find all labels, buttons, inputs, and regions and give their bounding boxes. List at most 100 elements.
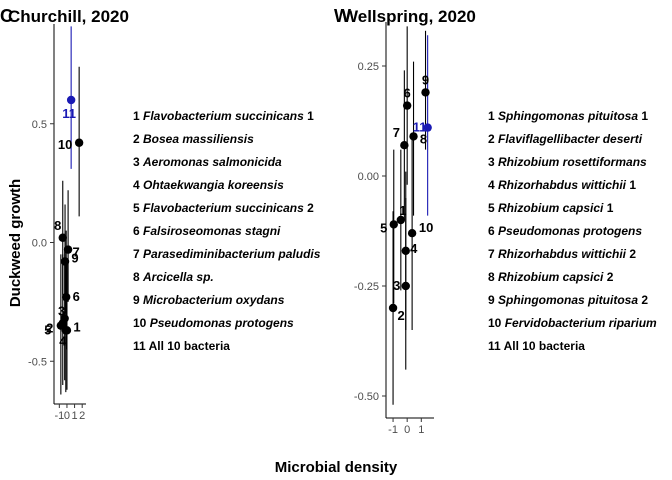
y-tick-label: -0.50 bbox=[354, 391, 379, 403]
legend-number: 5 bbox=[488, 201, 498, 215]
point-label: 8 bbox=[420, 131, 427, 146]
legend-suffix: 1 bbox=[603, 201, 613, 215]
legend-entry: 5 Rhizobium capsici 1 bbox=[488, 201, 614, 215]
point-label: 10 bbox=[419, 220, 433, 235]
data-point bbox=[60, 257, 70, 266]
x-tick-label: 0 bbox=[64, 410, 70, 422]
legend-entry: 1 Flavobacterium succinicans 1 bbox=[133, 109, 314, 123]
legend-entry: 3 Rhizobium rosettiformans bbox=[488, 155, 647, 169]
legend-name: Falsiroseomonas stagni bbox=[143, 224, 281, 238]
point-label: 1 bbox=[399, 203, 406, 218]
legend-name: Aeromonas salmonicida bbox=[142, 155, 282, 169]
data-point bbox=[402, 101, 412, 110]
data-point bbox=[401, 281, 410, 291]
legend-number: 1 bbox=[488, 109, 498, 123]
legend-entry: 3 Aeromonas salmonicida bbox=[133, 155, 282, 169]
legend-suffix: 1 bbox=[304, 109, 314, 123]
point-label: 11 bbox=[62, 106, 76, 121]
legend-number: 7 bbox=[133, 247, 143, 261]
legend-name: Rhizobium capsici bbox=[498, 201, 604, 215]
point-label: 2 bbox=[397, 308, 404, 323]
point-label: 6 bbox=[404, 86, 411, 101]
legend-entry: 10 Fervidobacterium riparium bbox=[488, 316, 657, 330]
point-label: 10 bbox=[58, 137, 72, 152]
legend-suffix: 1 bbox=[626, 178, 636, 192]
y-tick-label: -0.25 bbox=[354, 281, 379, 293]
point-label: 9 bbox=[71, 251, 78, 266]
legend-entry: 8 Rhizobium capsici 2 bbox=[488, 270, 614, 284]
point-label: 4 bbox=[410, 241, 418, 256]
x-tick-label: -1 bbox=[388, 424, 398, 436]
data-point bbox=[66, 95, 76, 105]
legend-number: 2 bbox=[133, 132, 143, 146]
y-tick-label: 0.25 bbox=[358, 61, 379, 73]
point-label: 4 bbox=[59, 333, 67, 348]
legend-name: All 10 bacteria bbox=[504, 339, 586, 353]
legend-number: 8 bbox=[133, 270, 143, 284]
legend-entry: 6 Falsiroseomonas stagni bbox=[133, 224, 281, 238]
legend-suffix: 2 bbox=[638, 293, 648, 307]
legend-number: 6 bbox=[488, 224, 498, 238]
legend-name: Arcicella bbox=[142, 270, 193, 284]
y-tick-label: 0.0 bbox=[32, 238, 47, 250]
legend-number: 11 bbox=[488, 339, 504, 353]
legend-number: 4 bbox=[488, 178, 498, 192]
legend-number: 10 bbox=[488, 316, 505, 330]
legend-number: 2 bbox=[488, 132, 498, 146]
legend-name: Rhizorhabdus wittichii bbox=[498, 178, 627, 192]
point-label: 5 bbox=[44, 323, 51, 338]
panel-title: Wellspring, 2020 bbox=[342, 7, 476, 26]
panel-title: Churchill, 2020 bbox=[8, 7, 129, 26]
data-point bbox=[58, 233, 67, 242]
legend-number: 9 bbox=[133, 293, 143, 307]
data-point bbox=[396, 215, 406, 225]
legend-entry: 6 Pseudomonas protogens bbox=[488, 224, 642, 238]
legend-name: Flavobacterium succinicans bbox=[143, 201, 304, 215]
point-label: 7 bbox=[72, 245, 79, 260]
legend-name: Sphingomonas pituitosa bbox=[498, 293, 638, 307]
legend-entry: 11 All 10 bacteria bbox=[488, 339, 585, 353]
legend-number: 4 bbox=[133, 178, 143, 192]
legend-name: Sphingomonas pituitosa bbox=[498, 109, 638, 123]
y-tick-label: 0.5 bbox=[32, 119, 47, 131]
legend-number: 3 bbox=[133, 155, 143, 169]
legend-number: 10 bbox=[133, 316, 150, 330]
legend-name: Flavobacterium succinicans bbox=[143, 109, 304, 123]
legend-entry: 4 Ohtaekwangia koreensis bbox=[133, 178, 284, 192]
legend-entry: 10 Pseudomonas protogens bbox=[133, 316, 294, 330]
legend-entry: 7 Parasediminibacterium paludis bbox=[133, 247, 321, 261]
legend-name: Ohtaekwangia koreensis bbox=[143, 178, 284, 192]
data-point bbox=[60, 314, 69, 323]
legend-name: Rhizobium capsici bbox=[498, 270, 604, 284]
legend-name: Pseudomonas protogens bbox=[150, 316, 294, 330]
point-label: 9 bbox=[422, 72, 429, 87]
legend-suffix: 2 bbox=[626, 247, 636, 261]
data-point bbox=[407, 229, 417, 238]
legend-number: 9 bbox=[488, 293, 498, 307]
point-label: 11 bbox=[413, 120, 427, 135]
panel-letter: W bbox=[334, 6, 351, 26]
legend-entry: 9 Microbacterium oxydans bbox=[133, 293, 285, 307]
legend-entry: 8 Arcicella sp. bbox=[133, 270, 214, 284]
data-point bbox=[388, 303, 398, 313]
data-point bbox=[389, 220, 398, 229]
data-point bbox=[400, 141, 409, 150]
x-tick-label: 0 bbox=[404, 424, 410, 436]
legend-suffix: 1 bbox=[638, 109, 648, 123]
x-tick-label: 2 bbox=[79, 410, 85, 422]
legend-entry: 11 All 10 bacteria bbox=[133, 339, 230, 353]
point-label: 2 bbox=[46, 320, 53, 335]
data-point bbox=[421, 88, 430, 97]
legend-entry: 1 Sphingomonas pituitosa 1 bbox=[488, 109, 648, 123]
x-axis-title: Microbial density bbox=[275, 459, 398, 476]
x-tick-label: -1 bbox=[54, 410, 64, 422]
y-axis-title: Duckweed growth bbox=[7, 179, 24, 307]
data-point bbox=[61, 292, 71, 302]
legend-name: Microbacterium oxydans bbox=[143, 293, 285, 307]
data-point bbox=[401, 246, 410, 255]
legend-churchill: 1 Flavobacterium succinicans 1 2 Bosea ma… bbox=[133, 109, 321, 353]
legend-number: 6 bbox=[133, 224, 143, 238]
